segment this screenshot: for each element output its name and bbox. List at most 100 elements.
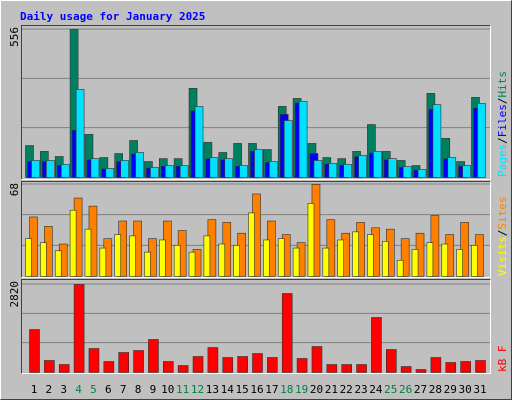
x-tick-label: 19 — [295, 383, 308, 396]
legend: Pages/Files/Hits — [496, 71, 509, 177]
bar — [233, 245, 240, 277]
x-tick-label: 16 — [250, 383, 263, 396]
legend-entry: Sites — [496, 197, 509, 230]
bar — [84, 228, 92, 277]
panel-border-dark — [21, 25, 491, 180]
bar — [292, 247, 300, 277]
bar — [58, 364, 70, 373]
bar — [248, 212, 255, 277]
bar — [44, 360, 55, 373]
bar — [400, 238, 410, 277]
bar — [46, 160, 55, 178]
bar — [307, 203, 315, 277]
x-tick-label: 9 — [150, 383, 157, 396]
x-tick-label: 3 — [60, 383, 67, 396]
x-tick-label: 18 — [280, 383, 293, 396]
bar — [31, 160, 40, 178]
bar — [120, 160, 129, 178]
bar — [29, 329, 40, 373]
bar — [192, 356, 204, 373]
x-tick-label: 23 — [354, 383, 367, 396]
x-tick-label: 11 — [176, 383, 189, 396]
bar — [352, 231, 359, 277]
bar — [263, 239, 270, 277]
bar — [69, 209, 77, 277]
x-tick-label: 5 — [90, 383, 97, 396]
legend: Visits/Sites — [496, 197, 509, 277]
bar — [296, 358, 308, 373]
bar — [337, 239, 345, 277]
bar — [150, 167, 159, 178]
x-tick-label: 14 — [221, 383, 235, 396]
x-tick-label: 4 — [75, 383, 82, 396]
bar — [281, 293, 293, 373]
bar — [343, 164, 353, 178]
bar — [326, 364, 338, 373]
bar — [105, 168, 115, 178]
x-tick-label: 12 — [191, 383, 204, 396]
bar — [267, 357, 278, 373]
x-tick-label: 20 — [310, 383, 323, 396]
bar — [60, 164, 70, 178]
bar — [426, 242, 434, 277]
bar — [224, 158, 234, 178]
bar — [40, 242, 47, 277]
bar — [471, 245, 478, 277]
x-tick-label: 21 — [325, 383, 338, 396]
bar — [75, 89, 85, 178]
bar — [313, 160, 323, 178]
panel-border-dark — [21, 181, 491, 278]
bar — [54, 250, 62, 277]
bar — [239, 165, 248, 178]
bar — [358, 155, 367, 178]
x-tick-label: 15 — [236, 383, 249, 396]
bar — [445, 362, 457, 373]
bar — [159, 239, 166, 277]
y-tick-label: 556 — [8, 27, 21, 47]
bar — [165, 165, 174, 178]
bar — [328, 163, 338, 178]
bar — [462, 165, 471, 178]
bar — [269, 161, 278, 178]
bar — [144, 251, 151, 277]
x-tick-label: 27 — [414, 383, 427, 396]
bar — [322, 247, 330, 277]
bar — [371, 317, 382, 373]
bar — [417, 169, 427, 178]
bar — [456, 249, 463, 277]
bar — [460, 361, 471, 373]
x-tick-label: 8 — [135, 383, 142, 396]
bar — [179, 165, 189, 178]
bar — [283, 120, 293, 178]
bar — [441, 243, 449, 277]
bar — [447, 157, 457, 178]
legend-entry: Files — [496, 104, 509, 137]
bar — [277, 238, 285, 277]
bar — [475, 360, 486, 373]
bar — [129, 235, 136, 277]
x-tick-label: 2 — [46, 383, 53, 396]
bar — [90, 158, 100, 178]
panel-border-light — [21, 25, 491, 180]
bar — [477, 103, 486, 178]
x-tick-label: 22 — [340, 383, 353, 396]
bar — [163, 361, 174, 373]
bar — [218, 243, 226, 277]
bar — [99, 247, 107, 277]
bar — [411, 249, 419, 277]
bar — [254, 149, 263, 178]
x-tick-label: 30 — [459, 383, 472, 396]
x-tick-label: 31 — [473, 383, 486, 396]
bar — [148, 339, 159, 373]
x-tick-label: 6 — [105, 383, 112, 396]
x-tick-label: 1 — [31, 383, 38, 396]
panel-border-light — [21, 181, 491, 278]
x-tick-label: 13 — [206, 383, 219, 396]
x-tick-label: 25 — [384, 383, 397, 396]
bar — [402, 166, 412, 178]
legend-separator: / — [496, 230, 509, 237]
bar — [252, 353, 263, 373]
bar — [133, 350, 144, 373]
x-tick-label: 24 — [369, 383, 383, 396]
